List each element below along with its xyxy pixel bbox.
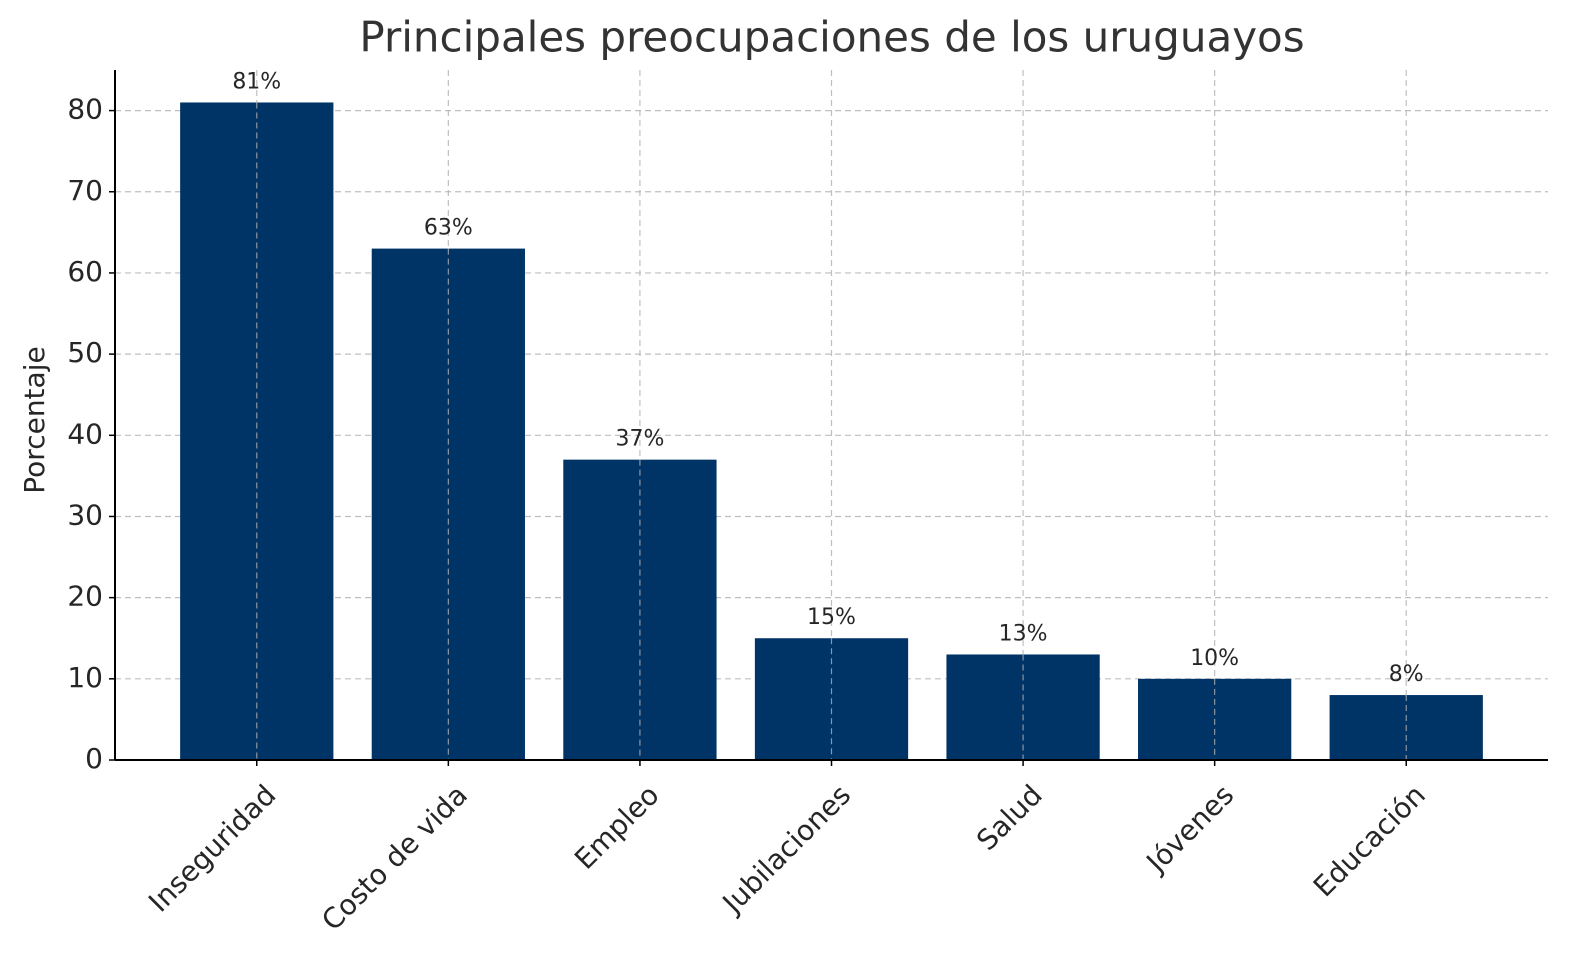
x-tick-label: Educación — [1307, 778, 1432, 903]
x-tick-label: Costo de vida — [315, 778, 474, 937]
value-label: 8% — [1389, 662, 1424, 687]
value-label: 81% — [232, 69, 281, 94]
y-axis-label: Porcentaje — [18, 346, 51, 493]
y-tick-label: 40 — [67, 417, 103, 450]
y-tick-label: 0 — [85, 742, 103, 775]
bar — [180, 102, 334, 761]
value-label: 37% — [615, 427, 664, 452]
x-tick-label: Jubilaciones — [715, 778, 857, 920]
value-label: 13% — [999, 621, 1048, 646]
value-label: 15% — [807, 605, 856, 630]
y-tick-label: 80 — [67, 93, 103, 126]
y-tick-label: 60 — [67, 255, 103, 288]
chart-title: Principales preocupaciones de los urugua… — [359, 13, 1304, 62]
y-tick-label: 10 — [67, 661, 103, 694]
y-tick-label: 30 — [67, 498, 103, 531]
x-tick-label: Salud — [970, 778, 1049, 857]
x-tick-label: Empleo — [568, 778, 666, 876]
y-tick-label: 70 — [67, 174, 103, 207]
value-label: 63% — [424, 216, 473, 241]
x-tick-label: Inseguridad — [142, 778, 282, 918]
y-tick-label: 50 — [67, 336, 103, 369]
x-tick-label: Jóvenes — [1139, 778, 1241, 880]
value-label: 10% — [1190, 646, 1239, 671]
y-tick-label: 20 — [67, 580, 103, 613]
